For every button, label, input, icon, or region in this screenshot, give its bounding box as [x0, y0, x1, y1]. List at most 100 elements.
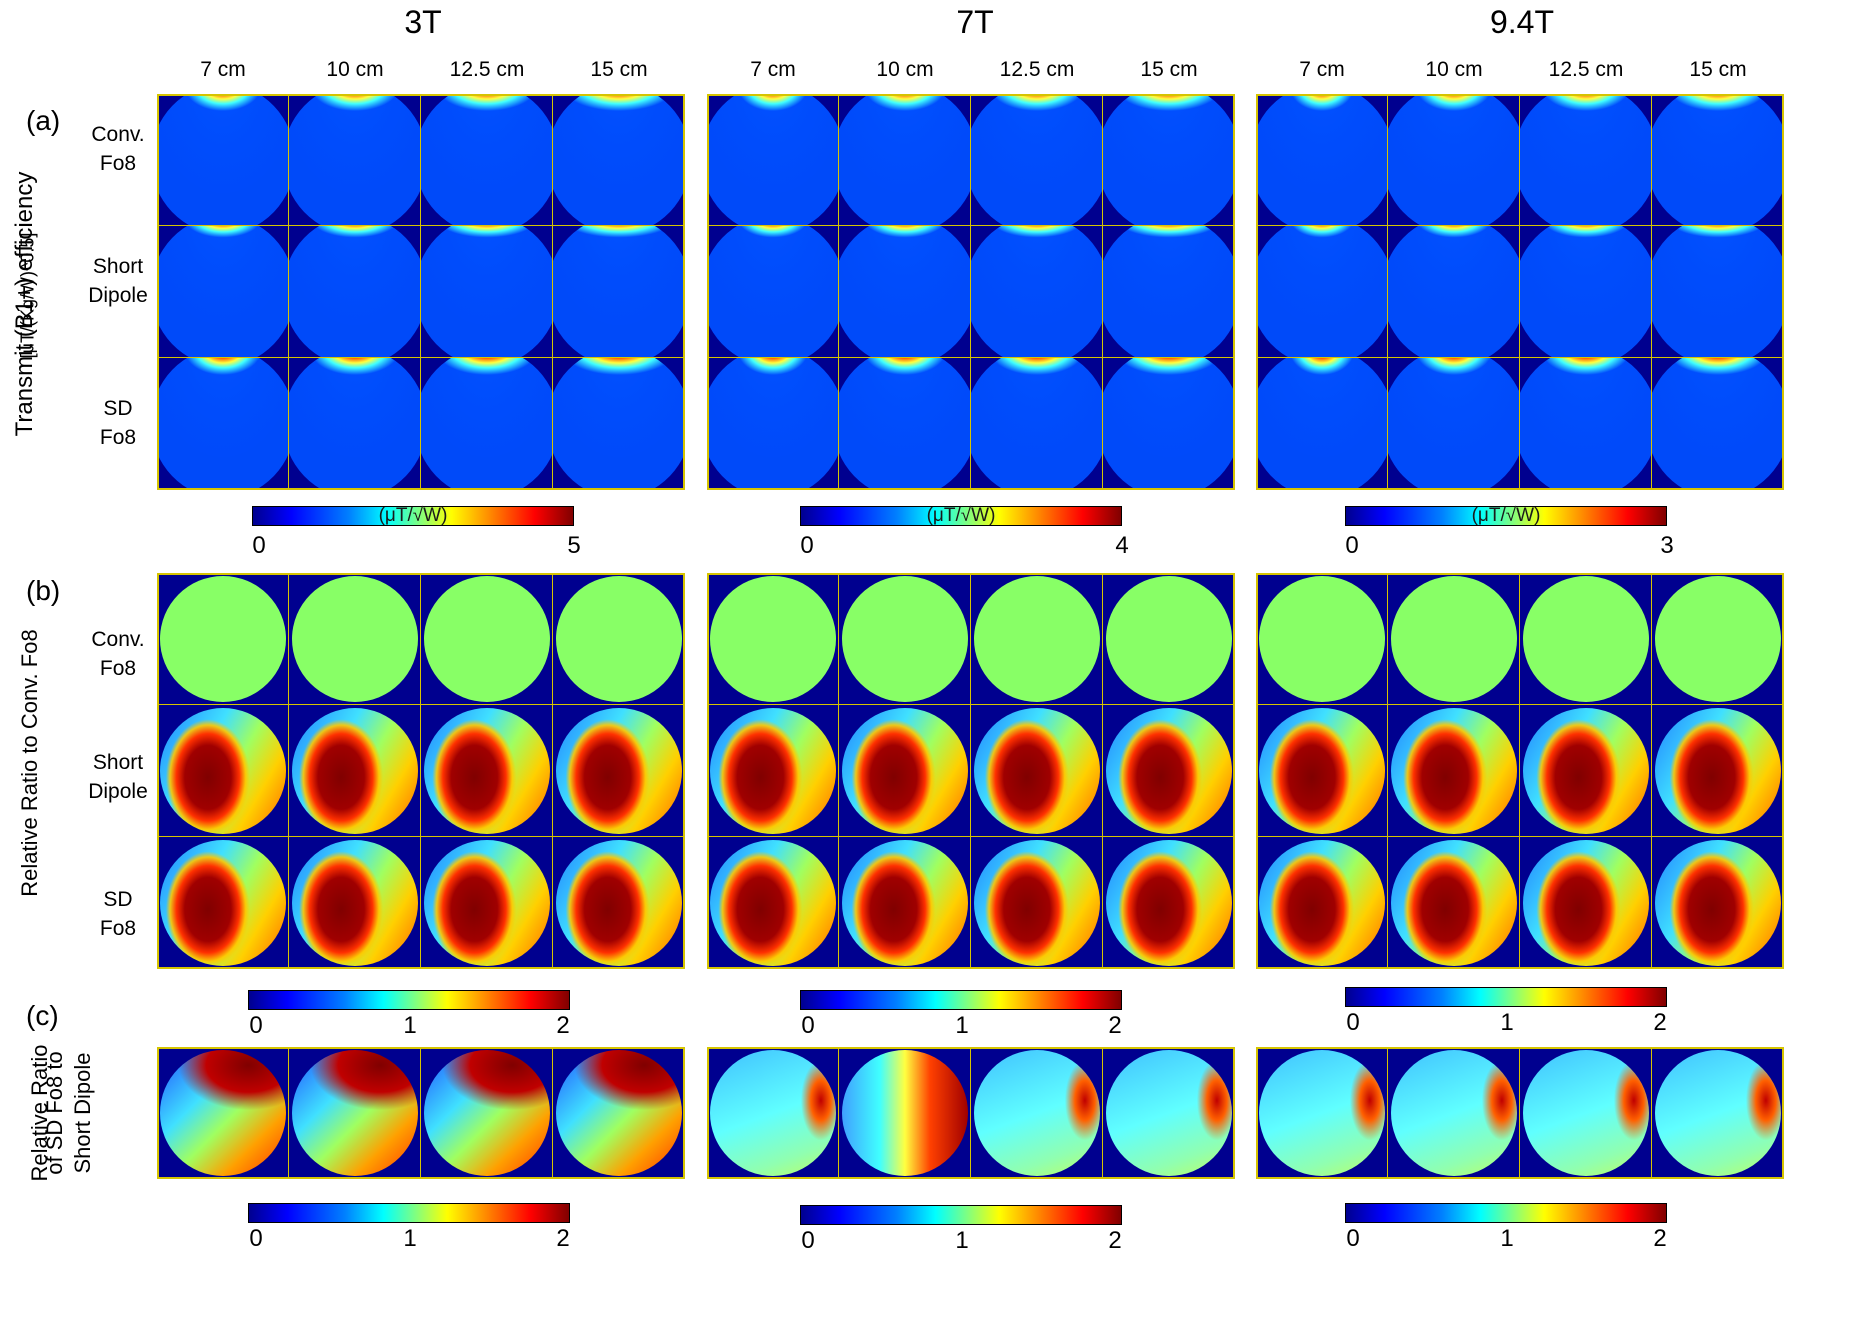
b1-map: [421, 94, 553, 226]
ratio-map: [1655, 840, 1781, 966]
row-label-sd-fo8: SD Fo8: [99, 397, 137, 449]
image-cell: [1652, 358, 1784, 490]
image-cell: [1520, 1047, 1652, 1179]
b1-map: [707, 94, 839, 226]
colorbar-tick: 0: [800, 532, 814, 559]
image-cell: [1103, 226, 1235, 358]
b1-map: [1388, 94, 1520, 226]
row-label-conv-fo8: Conv. Fo8: [91, 628, 145, 680]
image-cell: [971, 573, 1103, 705]
distance-label: 10 cm: [876, 58, 934, 81]
colorbar-unit: (μT/√W): [378, 505, 448, 526]
image-cell: [971, 1047, 1103, 1179]
ratio-map: [160, 1050, 286, 1176]
yaxis-label-a-line2: [μT/(Kg/W)^0.5]: [17, 232, 38, 359]
b1-map: [1520, 358, 1652, 490]
image-cell: [1103, 573, 1235, 705]
ratio-map: [710, 1050, 836, 1176]
distance-label: 10 cm: [1425, 58, 1483, 81]
image-cell: [839, 226, 971, 358]
b1-map: [707, 358, 839, 490]
image-cell: [157, 226, 289, 358]
colorbar-tick: 4: [1115, 532, 1129, 559]
b1-map: [157, 226, 289, 358]
distance-label: 12.5 cm: [999, 58, 1075, 81]
panel-tag-a: (a): [26, 105, 61, 136]
image-cell: [1256, 94, 1388, 226]
yaxis-label-c-line3: Short Dipole: [70, 1052, 95, 1174]
colorbar-b-9-4t: [1345, 987, 1667, 1007]
image-cell: [1103, 94, 1235, 226]
distance-label: 7 cm: [750, 58, 796, 81]
distance-label: 15 cm: [1140, 58, 1198, 81]
b1-map: [157, 94, 289, 226]
b1-map: [1652, 94, 1784, 226]
b1-map: [1652, 358, 1784, 490]
image-cell: [1652, 837, 1784, 969]
image-cell: [1388, 94, 1520, 226]
b1-map: [1388, 226, 1520, 358]
image-cell: [707, 358, 839, 490]
colorbar-tick: 2: [556, 1012, 570, 1039]
image-cell: [839, 573, 971, 705]
yaxis-label-b: Relative Ratio to Conv. Fo8: [17, 629, 42, 897]
image-cell: [157, 1047, 289, 1179]
colorbar-tick: 0: [252, 532, 266, 559]
ratio-map: [160, 840, 286, 966]
ratio-map: [710, 840, 836, 966]
field-title-9-4t: 9.4T: [1489, 4, 1555, 40]
panel-tag-c: (c): [26, 1000, 59, 1031]
ratio-map: [556, 840, 682, 966]
image-cell: [1388, 358, 1520, 490]
b1-map: [1103, 358, 1235, 490]
image-cell: [157, 358, 289, 490]
colorbar-c-9-4t: [1345, 1203, 1667, 1223]
b1-map: [971, 94, 1103, 226]
image-cell: [839, 94, 971, 226]
image-cell: [1652, 94, 1784, 226]
ratio-map: [842, 576, 968, 702]
image-cell: [1652, 705, 1784, 837]
distance-label: 12.5 cm: [449, 58, 525, 81]
ratio-map: [1391, 1050, 1517, 1176]
image-cell: [421, 94, 553, 226]
row-label-short-dipole: Short Dipole: [88, 255, 148, 307]
image-cell: [553, 705, 685, 837]
ratio-map: [556, 1050, 682, 1176]
ratio-map: [424, 708, 550, 834]
image-cell: [289, 358, 421, 490]
b1-map: [553, 226, 685, 358]
b1-map: [1103, 226, 1235, 358]
field-title-3t: 3T: [404, 4, 442, 40]
colorbar-tick: 1: [955, 1227, 969, 1254]
image-cell: [971, 358, 1103, 490]
ratio-map: [292, 1050, 418, 1176]
b1-map: [839, 94, 971, 226]
colorbar-tick: 0: [801, 1227, 815, 1254]
image-cell: [707, 1047, 839, 1179]
b1-map: [289, 358, 421, 490]
image-cell: [157, 837, 289, 969]
ratio-map: [1391, 708, 1517, 834]
colorbar-b-3t: [248, 990, 570, 1010]
colorbar-tick: 1: [955, 1012, 969, 1039]
ratio-map: [1391, 576, 1517, 702]
ratio-map: [1655, 576, 1781, 702]
image-cell: [1388, 1047, 1520, 1179]
ratio-map: [424, 840, 550, 966]
image-cell: [289, 837, 421, 969]
colorbar-tick: 0: [1346, 1009, 1360, 1036]
colorbar-tick: 0: [1345, 532, 1359, 559]
row-label-sd-fo8: SD Fo8: [99, 888, 137, 940]
b1-map: [157, 358, 289, 490]
ratio-map: [160, 576, 286, 702]
distance-label: 7 cm: [1299, 58, 1345, 81]
image-cell: [1103, 1047, 1235, 1179]
colorbar-tick: 1: [1500, 1009, 1514, 1036]
ratio-map: [1655, 708, 1781, 834]
b1-map: [1103, 94, 1235, 226]
image-cell: [289, 226, 421, 358]
ratio-map: [1523, 708, 1649, 834]
distance-label: 10 cm: [326, 58, 384, 81]
